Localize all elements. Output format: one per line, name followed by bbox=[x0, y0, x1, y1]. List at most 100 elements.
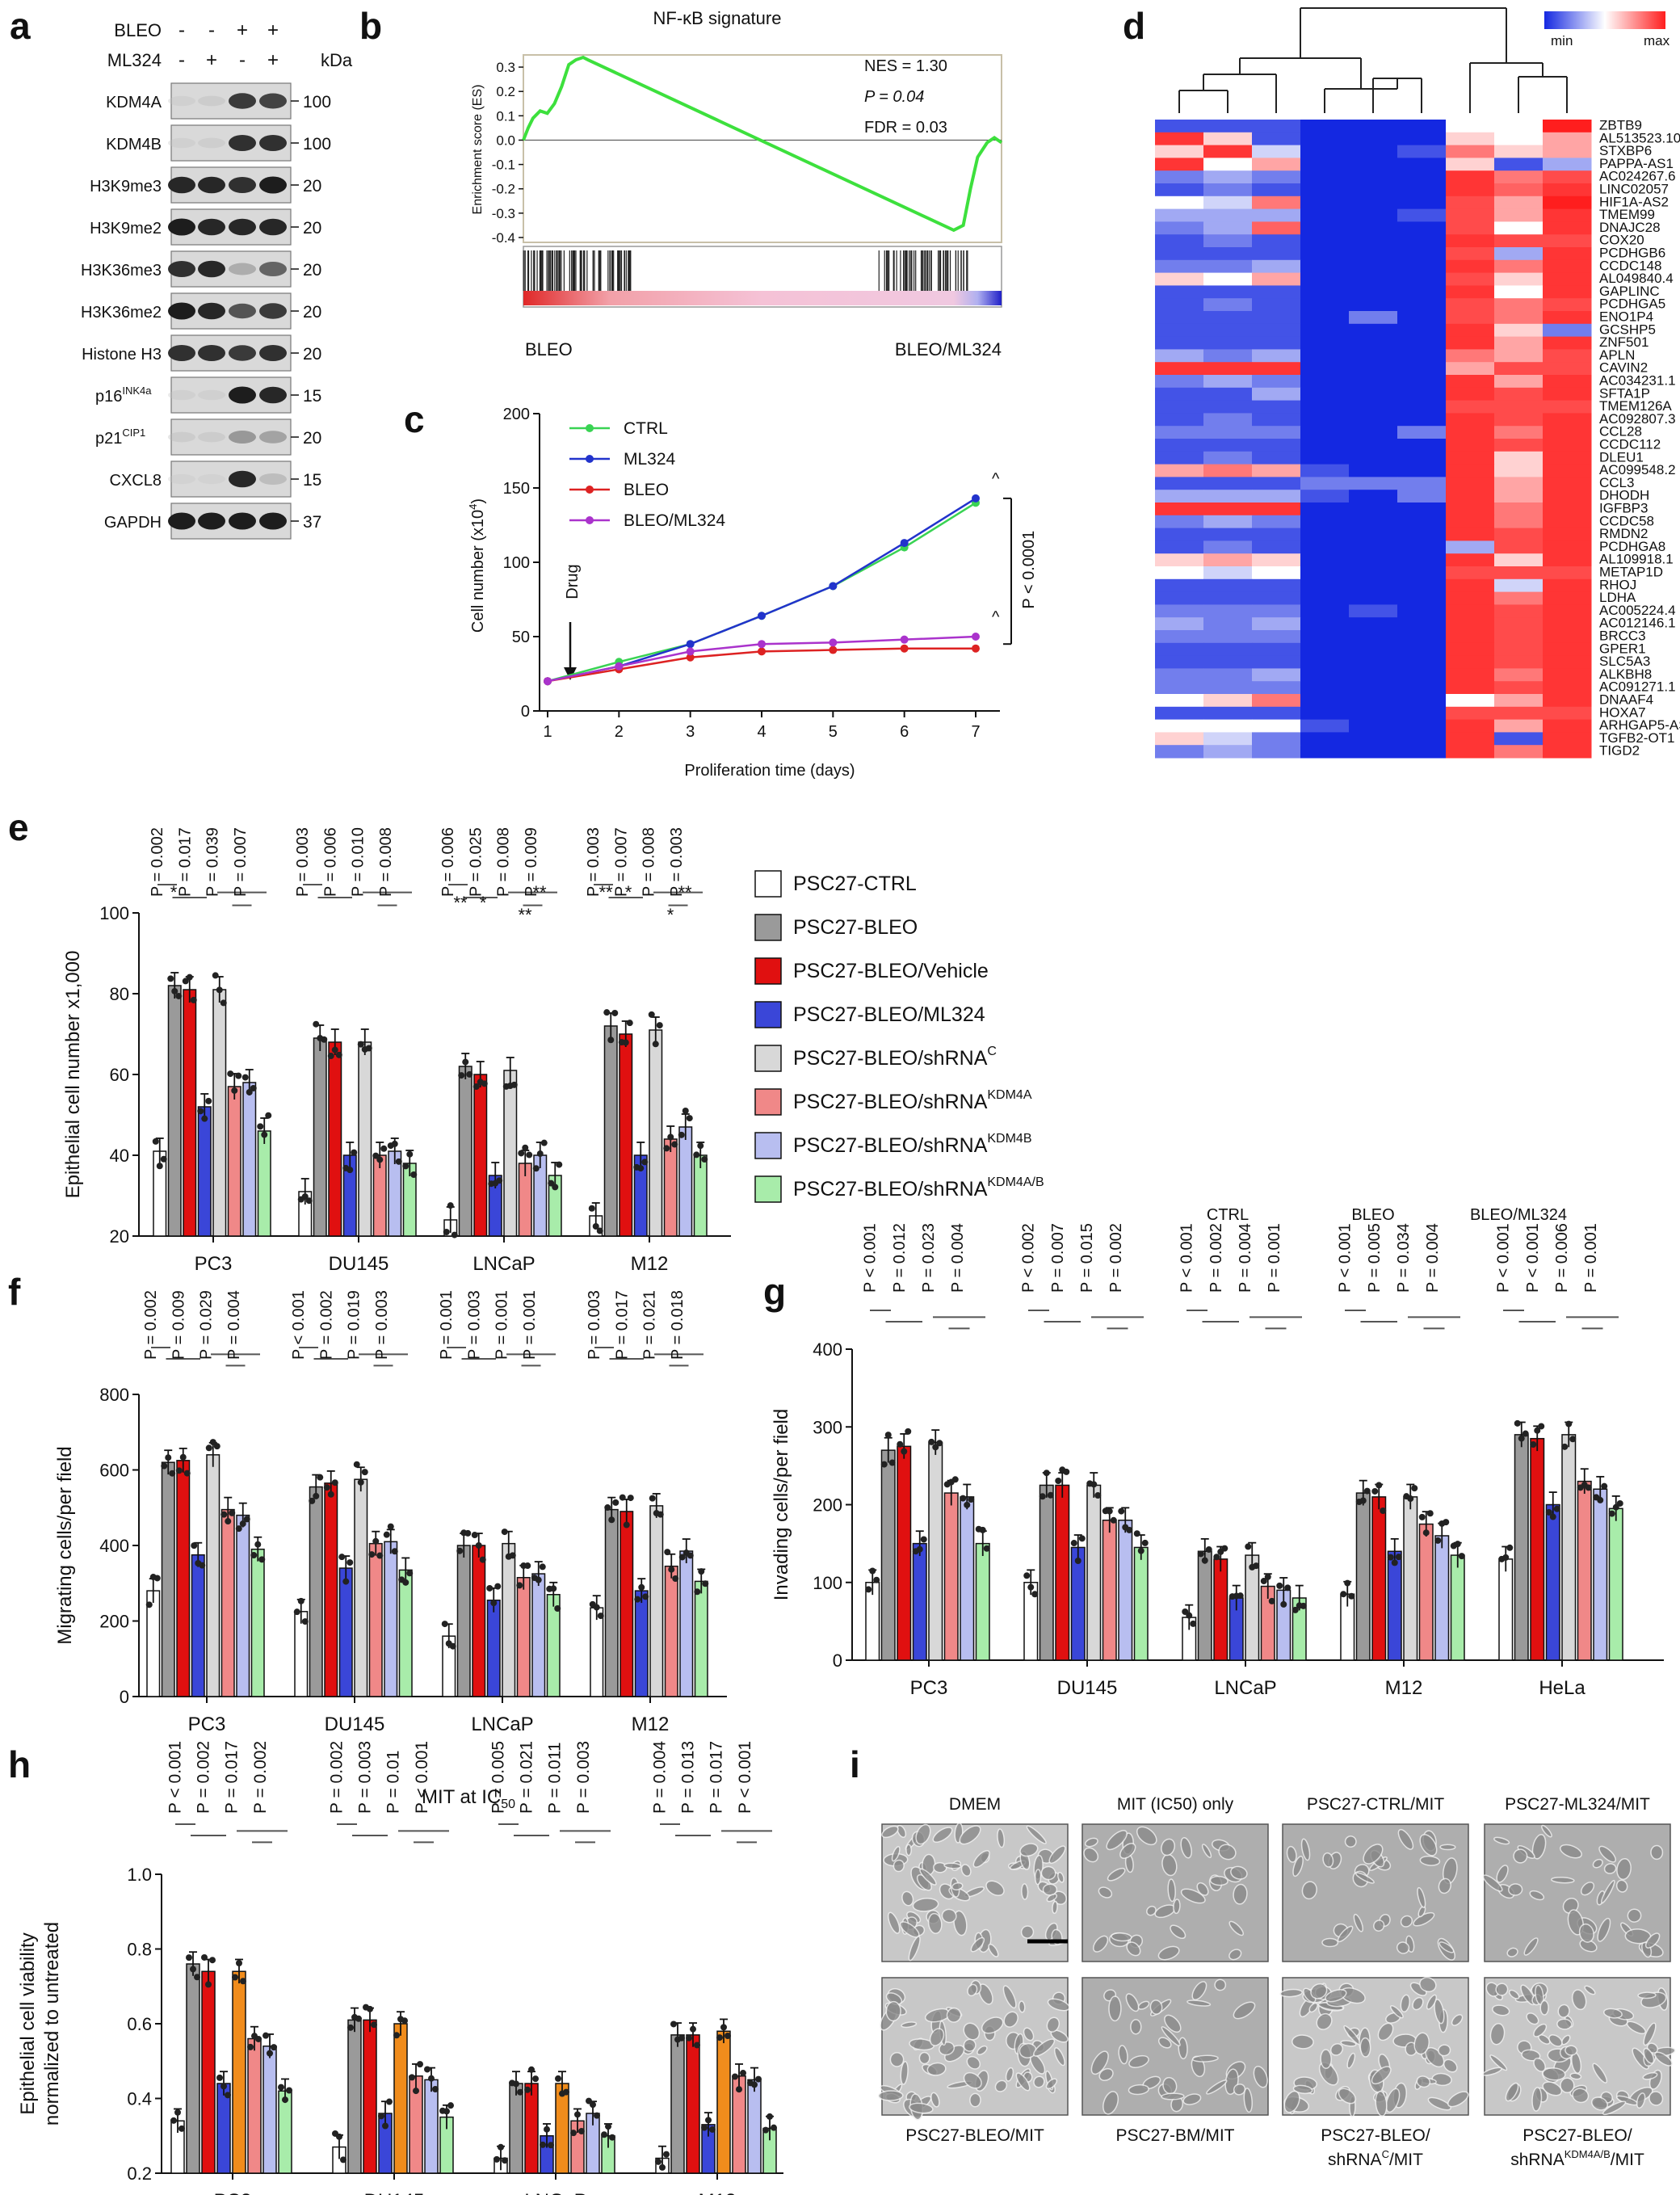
heatmap-cell bbox=[1494, 413, 1544, 427]
heatmap-cell bbox=[1397, 158, 1447, 171]
cell-shape bbox=[1627, 1908, 1642, 1923]
heatmap-cell bbox=[1155, 298, 1204, 312]
heatmap-cell bbox=[1203, 170, 1253, 184]
legend-swatch bbox=[754, 1088, 782, 1116]
h-datapoint bbox=[443, 2108, 450, 2115]
kda-value: 37 bbox=[303, 513, 321, 532]
heatmap-cell bbox=[1543, 719, 1592, 733]
heatmap-gene-label: AC091271.1 bbox=[1599, 679, 1676, 695]
heatmap-cell bbox=[1446, 515, 1495, 529]
panel-c: 0 50 100 150 200 1 2 3 4 5 6 7 Proliferation time (d… bbox=[467, 406, 1038, 780]
heatmap-cell bbox=[1446, 247, 1495, 261]
panel-label-h: h bbox=[8, 1743, 31, 1785]
heatmap-cell bbox=[1494, 234, 1544, 248]
cell-shape bbox=[988, 1943, 999, 1957]
cell-shape bbox=[1389, 2004, 1404, 2019]
c-point bbox=[544, 677, 552, 686]
legend-label: PSC27-BLEO bbox=[793, 916, 918, 939]
e-datapoint bbox=[697, 1142, 704, 1150]
g-datapoint bbox=[1031, 1591, 1039, 1598]
cell-shape bbox=[1279, 1988, 1304, 1998]
g-datapoint bbox=[1023, 1572, 1031, 1579]
heatmap-cell bbox=[1349, 617, 1398, 631]
g-pvalue: P = 0.034 bbox=[1395, 1223, 1413, 1293]
heatmap-cell bbox=[1252, 132, 1301, 146]
blot-band bbox=[198, 137, 225, 149]
heatmap-cell bbox=[1397, 272, 1447, 286]
cell-shape bbox=[1325, 1989, 1347, 2003]
heatmap-cell bbox=[1252, 387, 1301, 402]
e-pvalue: P = 0.002 bbox=[149, 827, 166, 897]
f-datapoint bbox=[535, 1576, 542, 1583]
heatmap-cell bbox=[1494, 745, 1544, 759]
g-bar bbox=[1498, 1558, 1514, 1661]
cell-shape bbox=[1161, 2092, 1185, 2100]
cell-shape bbox=[1496, 1865, 1509, 1883]
heatmap-gene-label: AC024267.6 bbox=[1599, 169, 1676, 184]
gsea-ytick-label: -0.1 bbox=[492, 158, 515, 173]
e-datapoint bbox=[156, 1163, 163, 1170]
heatmap-gene-label: DNAAF4 bbox=[1599, 692, 1653, 708]
heatmap-cell bbox=[1543, 413, 1592, 427]
g-ytick-label: 300 bbox=[813, 1417, 842, 1437]
cell-shape bbox=[1020, 1925, 1035, 1939]
e-bar bbox=[458, 1066, 472, 1237]
heatmap-cell bbox=[1543, 311, 1592, 325]
f-datapoint bbox=[220, 1511, 228, 1518]
f-datapoint bbox=[346, 1559, 354, 1566]
g-datapoint bbox=[1300, 1602, 1307, 1609]
heatmap-cell bbox=[1543, 617, 1592, 631]
h-datapoint bbox=[502, 2157, 508, 2164]
heatmap-cell bbox=[1349, 259, 1398, 274]
heatmap-gene-label: APLN bbox=[1599, 347, 1635, 363]
blot-band bbox=[168, 261, 195, 277]
micrograph-caption-sup: KDM4A/B bbox=[1564, 2148, 1611, 2160]
g-bar bbox=[1039, 1484, 1054, 1661]
h-datapoint bbox=[609, 2134, 615, 2141]
heatmap-scale-min: min bbox=[1551, 33, 1573, 48]
heatmap-cell bbox=[1203, 578, 1253, 593]
g-pvalue: P < 0.001 bbox=[1178, 1223, 1196, 1293]
f-datapoint bbox=[153, 1575, 161, 1582]
cell-shape bbox=[1052, 1900, 1058, 1915]
heatmap-gene-label: AL049840.4 bbox=[1599, 271, 1674, 286]
f-bar bbox=[486, 1600, 501, 1697]
heatmap-cell bbox=[1155, 272, 1204, 286]
heatmap-cell bbox=[1349, 298, 1398, 312]
g-datapoint bbox=[1561, 1443, 1569, 1450]
heatmap-cell bbox=[1543, 490, 1592, 503]
heatmap-cell bbox=[1203, 617, 1253, 631]
cell-shape bbox=[1002, 1985, 1017, 2009]
heatmap-cell bbox=[1252, 578, 1301, 593]
f-datapoint bbox=[464, 1529, 472, 1537]
heatmap-cell bbox=[1494, 732, 1544, 746]
f-datapoint bbox=[441, 1621, 448, 1628]
g-datapoint bbox=[1090, 1481, 1098, 1488]
cell-shape bbox=[1018, 2000, 1026, 2013]
heatmap-cell bbox=[1543, 120, 1592, 133]
kda-value: 20 bbox=[303, 345, 321, 364]
treatment-sign: + bbox=[206, 49, 217, 71]
cell-shape bbox=[1026, 1825, 1047, 1844]
cell-shape bbox=[1033, 2075, 1045, 2088]
heatmap-cell bbox=[1543, 681, 1592, 695]
heatmap-gene-label: ZNF501 bbox=[1599, 334, 1648, 350]
f-category-label: M12 bbox=[632, 1714, 670, 1735]
g-bar bbox=[912, 1542, 927, 1661]
e-bar bbox=[649, 1029, 663, 1237]
c-legend-dot bbox=[586, 424, 594, 432]
e-category-label: DU145 bbox=[329, 1253, 389, 1275]
heatmap-cell bbox=[1203, 477, 1253, 490]
heatmap-cell bbox=[1397, 617, 1447, 631]
g-bar bbox=[1245, 1554, 1260, 1661]
g-bar bbox=[1102, 1520, 1117, 1661]
heatmap-cell bbox=[1252, 604, 1301, 618]
e-datapoint bbox=[588, 1205, 595, 1212]
heatmap-cell bbox=[1543, 745, 1592, 759]
f-bar bbox=[176, 1460, 191, 1697]
heatmap-gene-label: CCDC148 bbox=[1599, 258, 1661, 273]
heatmap-cell bbox=[1203, 158, 1253, 171]
f-datapoint bbox=[664, 1549, 671, 1556]
c-ytick-label: 50 bbox=[512, 629, 530, 646]
heatmap-cell bbox=[1397, 208, 1447, 222]
